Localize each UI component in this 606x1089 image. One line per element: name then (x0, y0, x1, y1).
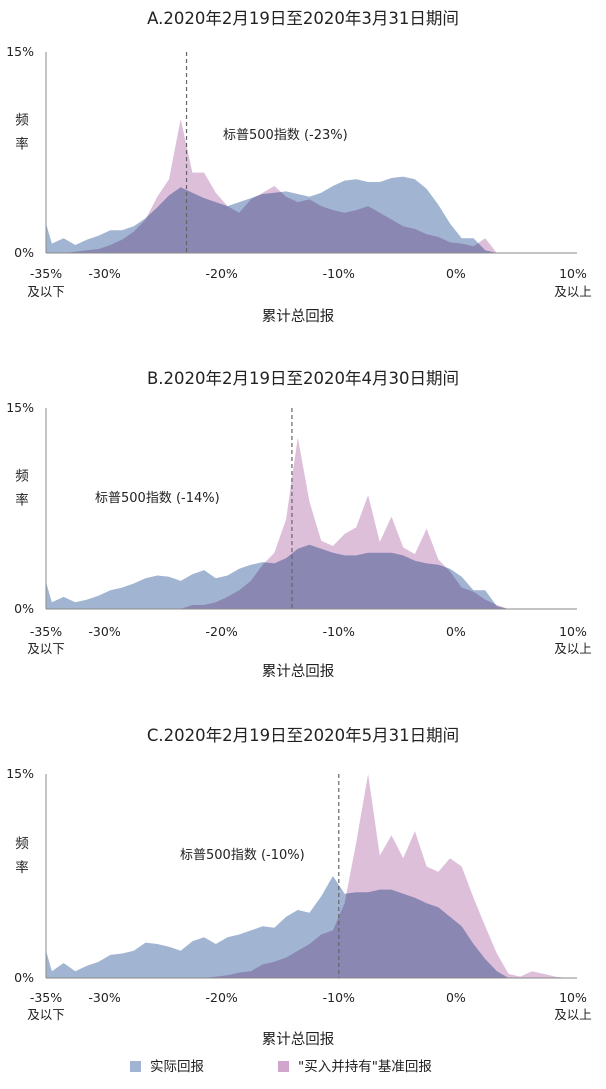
chart-panel-a: A.2020年2月19日至2020年3月31日期间 15% 0% 频率 -35% 及以下 -… (6, 9, 592, 325)
annotation-sp500: 标普500指数 (-23%) (223, 128, 348, 143)
series-area-buy-and-hold (46, 119, 573, 253)
x-tick-sublabel: 及以下 (27, 641, 65, 656)
series-area-buy-and-hold (46, 774, 573, 978)
y-tick-label: 15% (6, 400, 34, 415)
y-axis-label-char: 频 (15, 113, 29, 129)
annotation-sp500: 标普500指数 (-10%) (180, 848, 305, 863)
legend-label: "买入并持有"基准回报 (298, 1058, 432, 1075)
x-tick-sublabel: 及以上 (554, 641, 592, 656)
annotation-sp500: 标普500指数 (-14%) (95, 491, 220, 506)
legend-swatch (130, 1061, 141, 1072)
x-axis-label: 累计总回报 (262, 308, 335, 325)
series-area-buy-and-hold (46, 437, 573, 609)
x-tick-sublabel: 及以上 (554, 1007, 592, 1022)
x-tick-sublabel: 及以下 (27, 1007, 65, 1022)
x-tick-label: -20% (206, 624, 238, 639)
x-tick-label: -35% (30, 624, 62, 639)
legend: 实际回报 "买入并持有"基准回报 (130, 1058, 432, 1075)
x-tick-sublabel: 及以下 (27, 284, 65, 299)
x-tick-label: -10% (323, 990, 355, 1005)
x-tick-label: 10% (559, 624, 587, 639)
chart-panel-b: B.2020年2月19日至2020年4月30日期间 15% 0% 频率 -35% 及以下 -… (6, 369, 592, 680)
y-tick-label: 15% (6, 44, 34, 59)
y-axis-label-char: 频 (15, 469, 29, 485)
y-axis-label-char: 率 (15, 136, 29, 153)
x-tick-label: -10% (323, 266, 355, 281)
x-tick-label: -35% (30, 990, 62, 1005)
x-tick-label: -30% (88, 624, 120, 639)
y-tick-label: 0% (14, 601, 34, 616)
x-tick-label: -10% (323, 624, 355, 639)
x-axis-label: 累计总回报 (262, 1031, 335, 1048)
x-tick-label: 10% (559, 990, 587, 1005)
chart-panel-c: C.2020年2月19日至2020年5月31日期间 15% 0% 频率 -35% 及以下 -… (6, 726, 592, 1048)
legend-label: 实际回报 (150, 1059, 204, 1075)
chart-title: A.2020年2月19日至2020年3月31日期间 (147, 9, 459, 28)
y-tick-label: 0% (14, 970, 34, 985)
x-tick-label: -30% (88, 990, 120, 1005)
x-tick-label: -20% (206, 990, 238, 1005)
x-tick-label: -20% (206, 266, 238, 281)
y-axis-label-char: 率 (15, 859, 29, 876)
x-tick-label: -35% (30, 266, 62, 281)
x-tick-label: 0% (446, 990, 466, 1005)
y-axis-label-char: 频 (15, 836, 29, 852)
x-tick-label: -30% (88, 266, 120, 281)
y-tick-label: 0% (14, 245, 34, 260)
x-axis-label: 累计总回报 (262, 663, 335, 680)
legend-swatch (278, 1061, 289, 1072)
x-tick-label: 0% (446, 266, 466, 281)
x-tick-sublabel: 及以上 (554, 284, 592, 299)
chart-title: B.2020年2月19日至2020年4月30日期间 (147, 369, 459, 388)
x-tick-label: 0% (446, 624, 466, 639)
chart-title: C.2020年2月19日至2020年5月31日期间 (147, 726, 459, 745)
x-tick-label: 10% (559, 266, 587, 281)
y-tick-label: 15% (6, 766, 34, 781)
y-axis-label-char: 率 (15, 492, 29, 509)
